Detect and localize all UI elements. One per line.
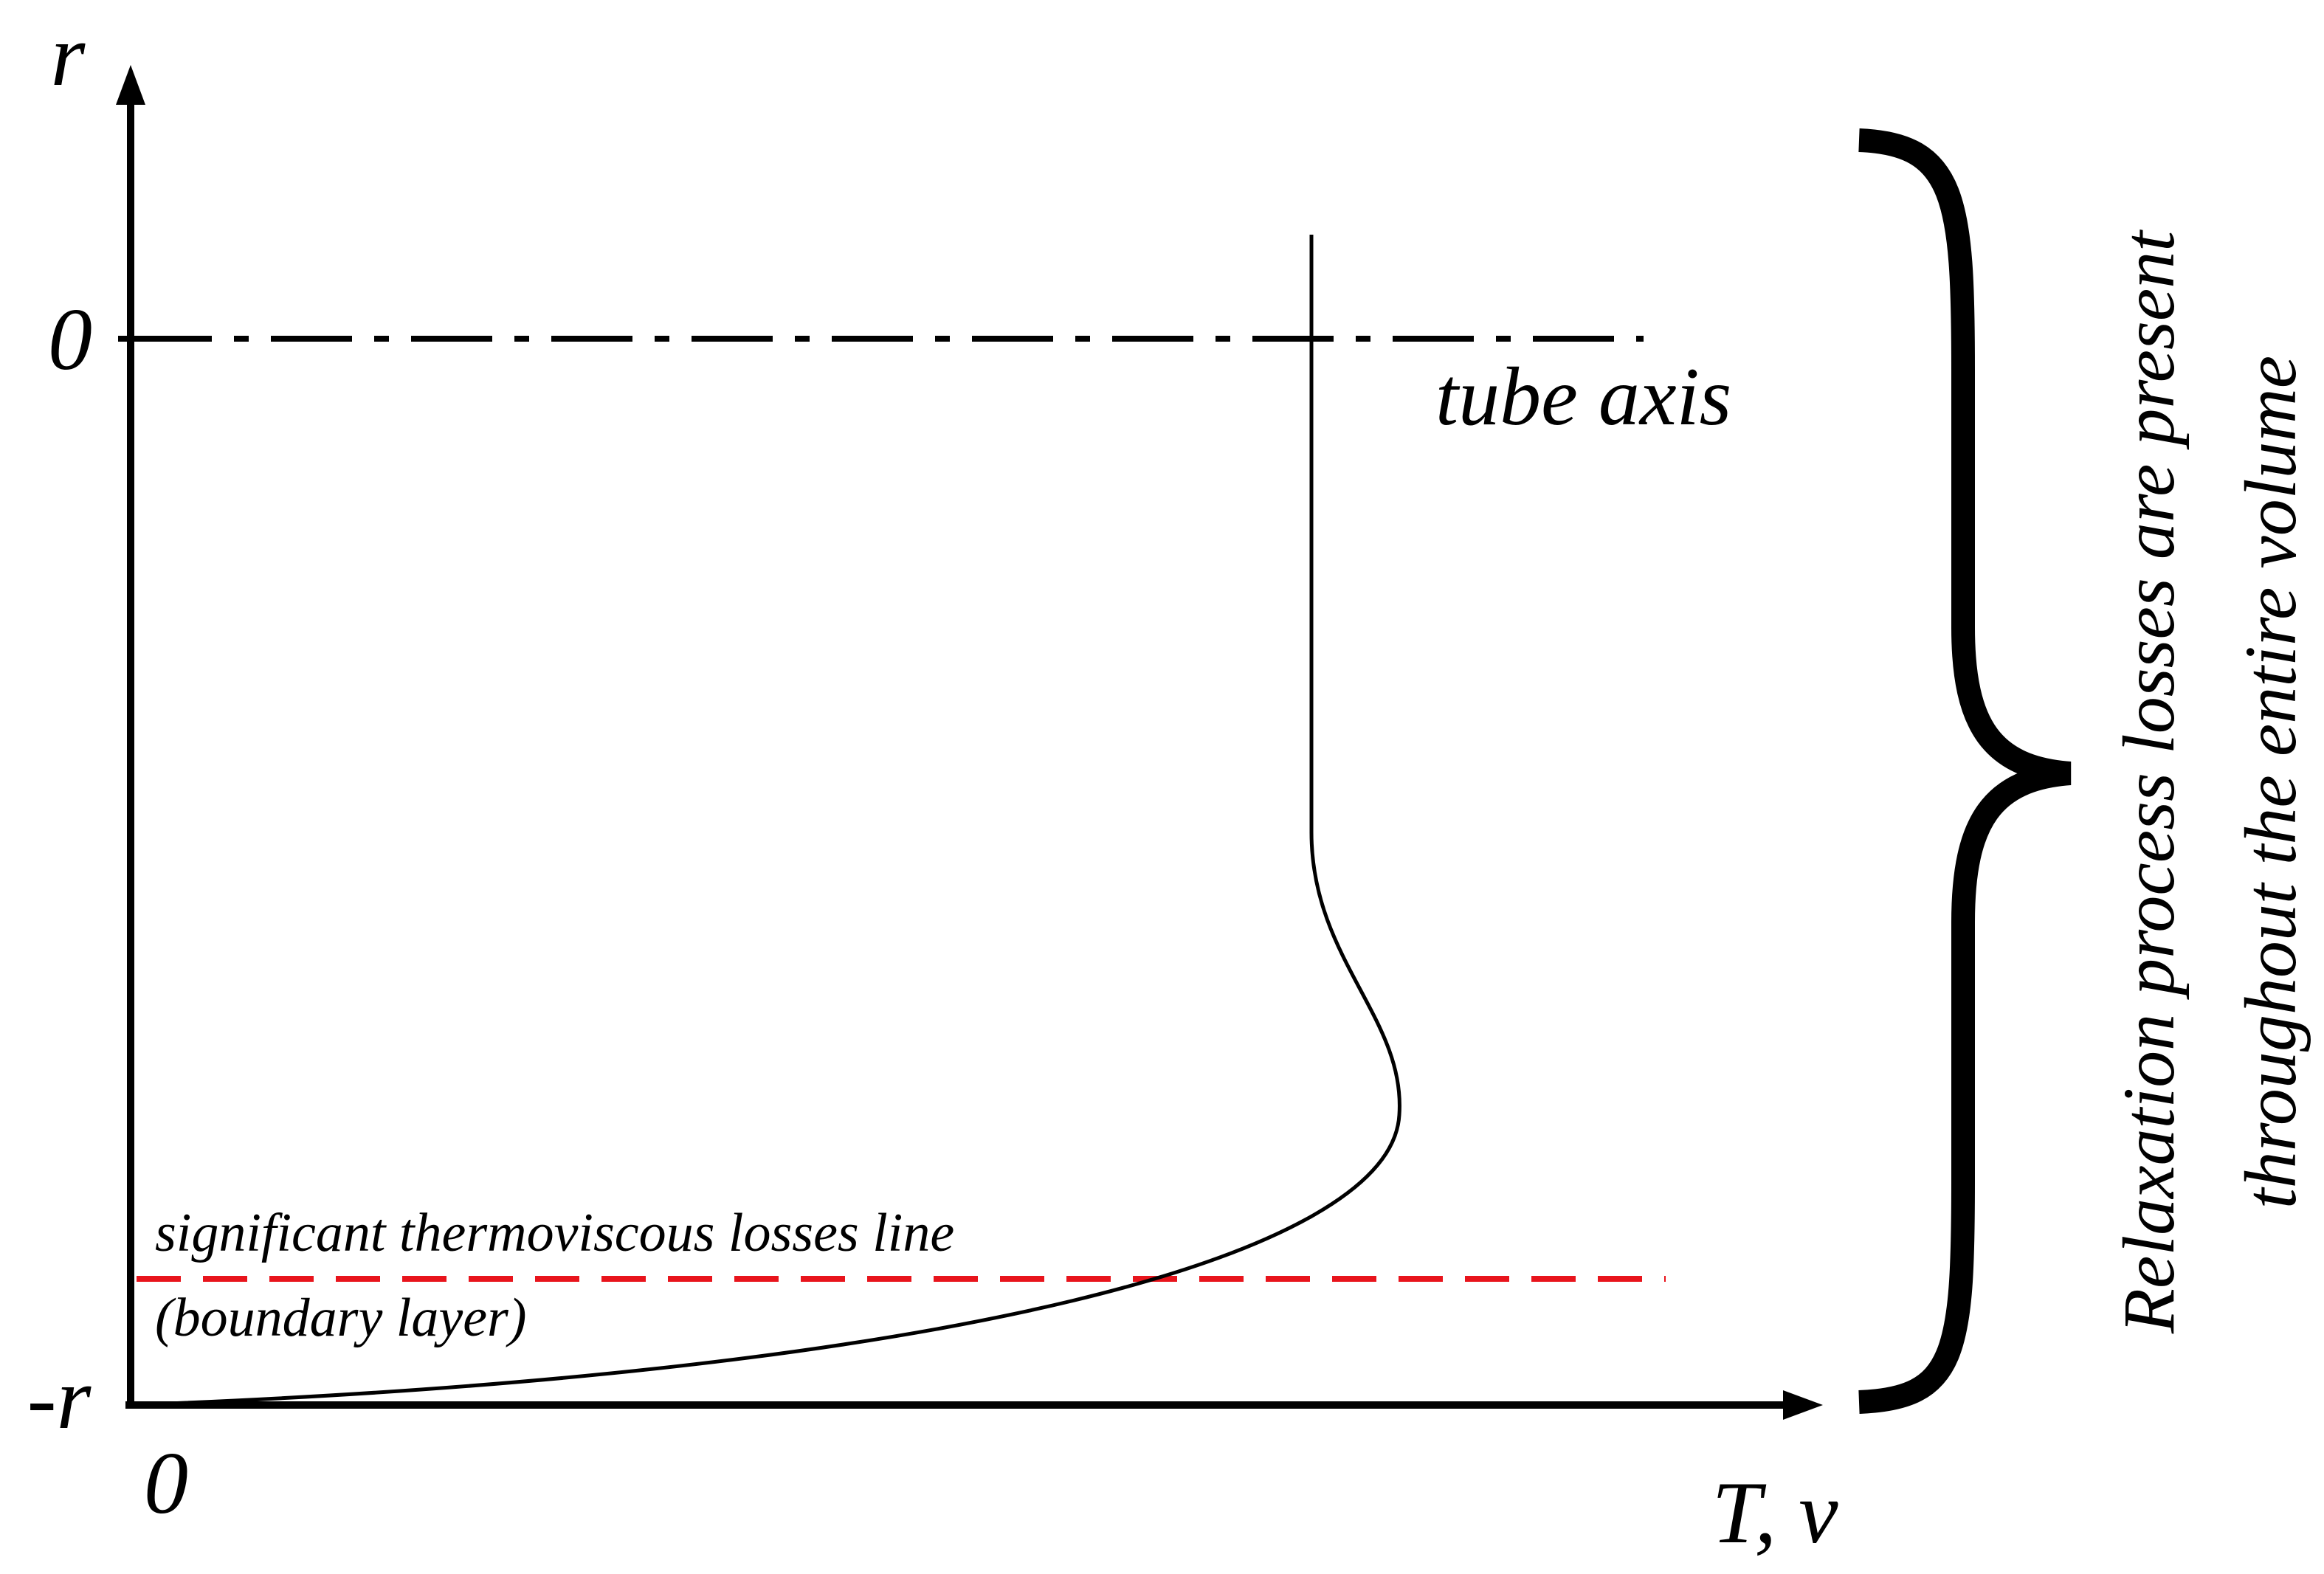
y-label: r xyxy=(51,6,86,104)
x-label: T, v xyxy=(1711,1463,1838,1561)
losses-line-label: significant thermoviscous losses line xyxy=(155,1203,954,1263)
y-top-label: 0 xyxy=(48,290,92,388)
boundary-layer-label: (boundary layer) xyxy=(155,1288,526,1348)
profile-curve xyxy=(130,235,1401,1407)
x-origin-label: 0 xyxy=(144,1434,188,1532)
y-bottom-label: -r xyxy=(27,1349,92,1447)
y-arrow xyxy=(116,65,145,105)
tube-axis-label: tube axis xyxy=(1435,351,1731,443)
x-arrow xyxy=(1783,1390,1823,1420)
brace-note: throughout the entire volume xyxy=(2230,356,2311,1209)
brace-note: Relaxation process losses are present xyxy=(2108,229,2190,1334)
brace xyxy=(1858,128,2072,1414)
